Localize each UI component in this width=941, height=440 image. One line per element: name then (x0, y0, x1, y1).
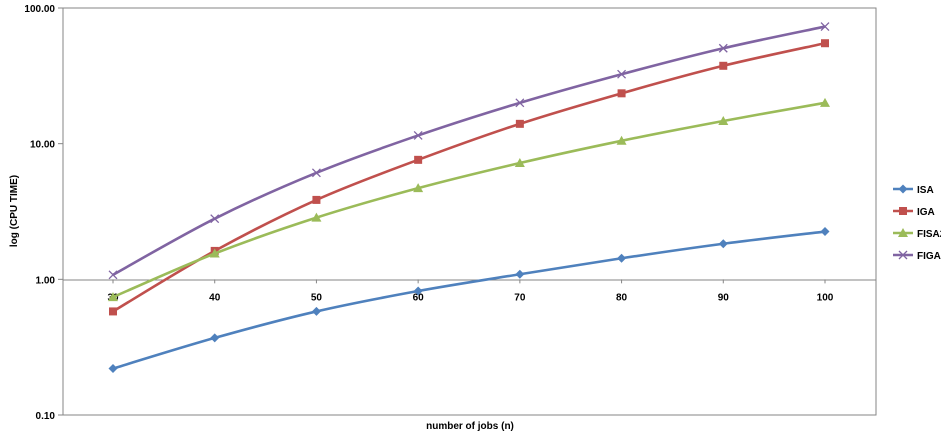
legend-item-isa: ISA (893, 184, 934, 196)
x-tick-label: 100 (817, 292, 834, 303)
legend-marker (898, 228, 908, 237)
legend-item-iga: IGA (893, 207, 935, 218)
data-point-isa (210, 333, 220, 343)
data-point-isa (515, 269, 525, 279)
data-point-figa2 (820, 22, 830, 32)
data-point-isa (820, 227, 830, 237)
data-point-fisa2 (108, 292, 118, 302)
data-point-iga (719, 61, 728, 70)
data-point-fisa2 (820, 97, 830, 107)
data-point-figa2 (617, 69, 627, 79)
data-point-figa2 (311, 168, 321, 178)
data-point-figa2 (515, 98, 525, 108)
data-point-isa (718, 239, 728, 249)
legend-label: ISA (917, 185, 934, 196)
data-point-fisa2 (209, 248, 220, 258)
legend-item-fisa2: FISA2 (893, 228, 941, 240)
data-point-isa (413, 286, 423, 296)
y-tick-label: 10.00 (30, 140, 55, 151)
data-point-iga (515, 119, 524, 128)
data-point-iga (617, 89, 626, 98)
data-point-figa2 (210, 214, 220, 224)
y-tick-label: 100.00 (24, 4, 55, 15)
x-tick-label: 70 (514, 292, 526, 303)
series-isa (108, 227, 830, 374)
data-point-iga (414, 155, 423, 164)
data-point-iga (312, 195, 321, 204)
data-point-fisa2 (616, 135, 627, 145)
legend-label: FIGA2 (917, 251, 941, 262)
y-axis-title: log (CPU TIME) (9, 175, 20, 247)
legend-marker (898, 250, 908, 260)
data-point-fisa2 (718, 115, 729, 125)
data-point-fisa2 (413, 183, 424, 193)
x-tick-label: 40 (209, 292, 221, 303)
x-tick-label: 60 (413, 292, 425, 303)
x-tick-label: 80 (616, 292, 628, 303)
y-tick-label: 0.10 (36, 411, 56, 422)
legend-marker (898, 184, 908, 194)
x-axis-title: number of jobs (n) (426, 421, 514, 432)
data-point-fisa2 (514, 158, 525, 168)
series-fisa2 (108, 97, 830, 302)
x-tick-label: 50 (311, 292, 323, 303)
plot-area (62, 7, 877, 416)
series-line-isa (112, 230, 826, 370)
data-point-isa (108, 364, 118, 374)
data-point-isa (311, 306, 321, 316)
legend: ISA IGA FISA2 FIGA2 (893, 184, 941, 262)
y-tick-label: 1.00 (36, 275, 56, 286)
data-point-fisa2 (311, 212, 322, 222)
series-line-figa2 (112, 25, 826, 276)
series-figa2 (108, 22, 830, 280)
data-point-iga (821, 39, 829, 48)
data-point-iga (109, 307, 117, 316)
legend-item-figa2: FIGA2 (893, 250, 941, 262)
data-point-figa2 (108, 270, 118, 280)
data-point-figa2 (413, 130, 423, 140)
data-point-isa (617, 253, 627, 263)
legend-marker (899, 207, 907, 215)
legend-label: IGA (917, 207, 935, 218)
series-line-fisa2 (112, 101, 826, 299)
series-line-iga (112, 41, 826, 313)
x-tick-label: 90 (718, 292, 730, 303)
data-point-figa2 (718, 43, 728, 53)
legend-label: FISA2 (917, 229, 941, 240)
